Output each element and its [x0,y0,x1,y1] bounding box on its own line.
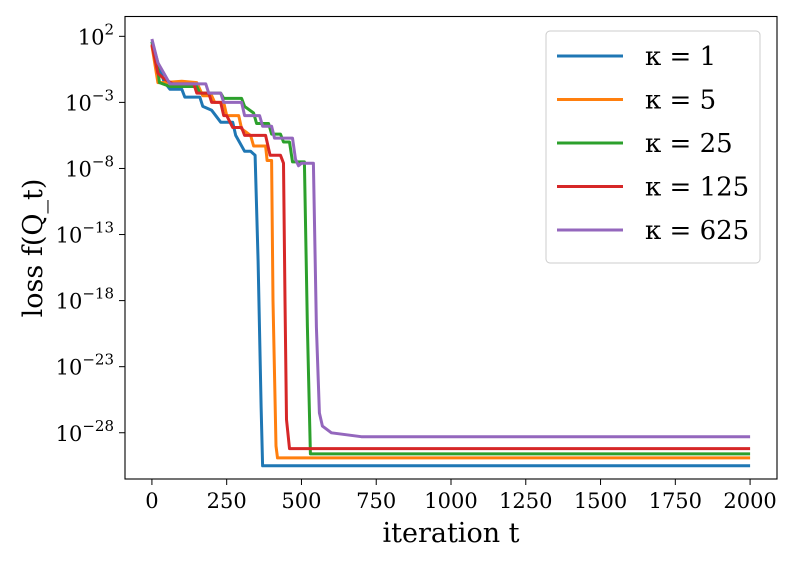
y-tick-label: 10−3 [65,86,114,115]
x-tick-label: 1000 [424,489,477,513]
series-line-1 [150,45,751,460]
x-tick-label: 2000 [723,489,776,513]
y-tick-label: 102 [78,20,114,49]
y-axis: 102 10−3 10−8 10−13 10−18 10−23 10−28 [56,20,125,446]
y-tick-label: 10−18 [56,285,114,314]
legend: κ = 1 κ = 5 κ = 25 κ = 125 κ = 625 [545,30,761,264]
x-tick-label: 500 [281,489,321,513]
y-axis-title: loss f(Q_t) [18,179,49,318]
legend-label-4: κ = 625 [645,216,749,246]
y-tick-label: 10−8 [65,152,114,181]
y-tick-label: 10−23 [56,351,114,380]
y-tick-label: 10−13 [56,219,114,248]
x-tick-label: 750 [356,489,396,513]
x-tick-label: 1250 [499,489,552,513]
x-axis: 0 250 500 750 1000 1250 1500 1750 2000 [145,479,777,513]
legend-box [545,30,761,264]
x-tick-label: 1500 [574,489,627,513]
legend-label-0: κ = 1 [645,42,716,72]
legend-label-3: κ = 125 [645,173,749,203]
series-line-4 [150,38,751,439]
x-tick-label: 1750 [649,489,702,513]
series-layer [150,38,751,468]
y-tick-label: 10−28 [56,417,114,446]
series-line-2 [150,41,751,456]
x-axis-title: iteration t [382,518,519,549]
x-tick-label: 0 [145,489,158,513]
series-line-0 [150,41,751,468]
x-tick-label: 250 [207,489,247,513]
legend-label-2: κ = 25 [645,129,733,159]
legend-label-1: κ = 5 [645,86,716,116]
